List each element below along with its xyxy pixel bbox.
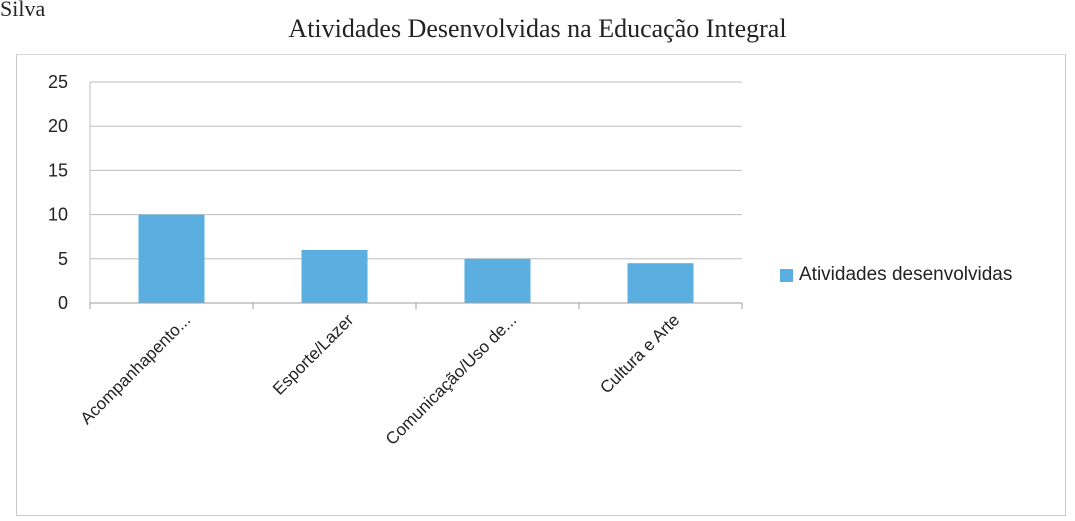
chart-title: Atividades Desenvolvidas na Educação Int… — [288, 14, 787, 43]
y-tick-label: 0 — [58, 293, 68, 313]
y-tick-label: 25 — [48, 72, 68, 92]
bar — [138, 214, 205, 303]
x-category-label: Esporte/Lazer — [269, 310, 358, 399]
x-category-label: Acompanhapento... — [77, 310, 195, 428]
y-tick-label: 5 — [58, 249, 68, 269]
x-category-label: Comunicação/Uso de... — [382, 310, 520, 448]
legend-swatch — [780, 268, 793, 282]
header-text: Silva — [0, 0, 46, 21]
bar — [627, 263, 694, 303]
chart-frame — [16, 54, 1066, 516]
y-tick-label: 15 — [48, 160, 68, 180]
bar — [301, 249, 368, 303]
x-category-label: Cultura e Arte — [596, 310, 683, 397]
y-tick-label: 10 — [48, 205, 68, 225]
legend: Atividades desenvolvidas — [780, 264, 1012, 286]
legend-label: Atividades desenvolvidas — [799, 264, 1013, 285]
y-tick-label: 20 — [48, 116, 68, 136]
bar — [464, 258, 531, 303]
